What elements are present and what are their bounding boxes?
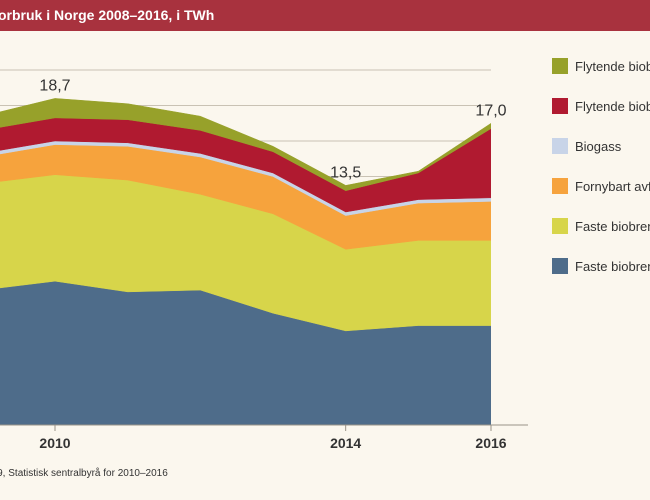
total-label: 17,0 [475,102,506,119]
legend-item: Flytende biob [548,98,650,116]
total-label: 13,5 [330,164,361,181]
source-text: 009, Statistisk sentralbyrå for 2010–201… [0,468,168,479]
x-tick-label: 2014 [330,435,361,451]
chart-header: orbruk i Norge 2008–2016, i TWh [0,0,650,31]
data-labels: 18,7 13,5 17,0 [39,77,506,181]
chart-title: orbruk i Norge 2008–2016, i TWh [0,7,215,23]
legend-label: Faste biobren [575,219,650,234]
legend-item: Faste biobren [548,218,650,236]
x-tick-label: 2010 [39,435,70,451]
total-label: 18,7 [39,77,70,94]
legend-swatch [552,58,568,74]
legend-swatch [552,178,568,194]
legend-swatch [552,98,568,114]
legend-label: Flytende biob [575,59,650,74]
plot-bottom-mask [0,425,540,485]
legend-label: Fornybart avf [575,179,650,194]
legend-item: Faste biobren [548,258,650,276]
legend-item: Flytende biob [548,58,650,76]
legend-label: Faste biobren [575,259,650,274]
legend: Flytende biob Flytende biob Biogass Fornyba… [548,58,650,298]
legend-label: Flytende biob [575,99,650,114]
legend-item: Fornybart avf [548,178,650,196]
x-tick-label: 2016 [475,435,506,451]
legend-swatch [552,218,568,234]
stacked-areas [0,40,551,485]
legend-swatch [552,258,568,274]
legend-item: Biogass [548,138,650,156]
legend-label: Biogass [575,139,622,154]
legend-swatch [552,138,568,154]
plot-right-mask [491,40,551,440]
x-axis: 2010 2014 2016 [0,424,528,451]
